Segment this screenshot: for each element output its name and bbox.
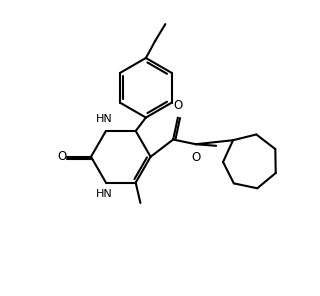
Text: O: O xyxy=(57,150,67,163)
Text: O: O xyxy=(173,99,182,112)
Text: O: O xyxy=(191,151,200,164)
Text: HN: HN xyxy=(96,189,113,200)
Text: HN: HN xyxy=(96,114,113,124)
